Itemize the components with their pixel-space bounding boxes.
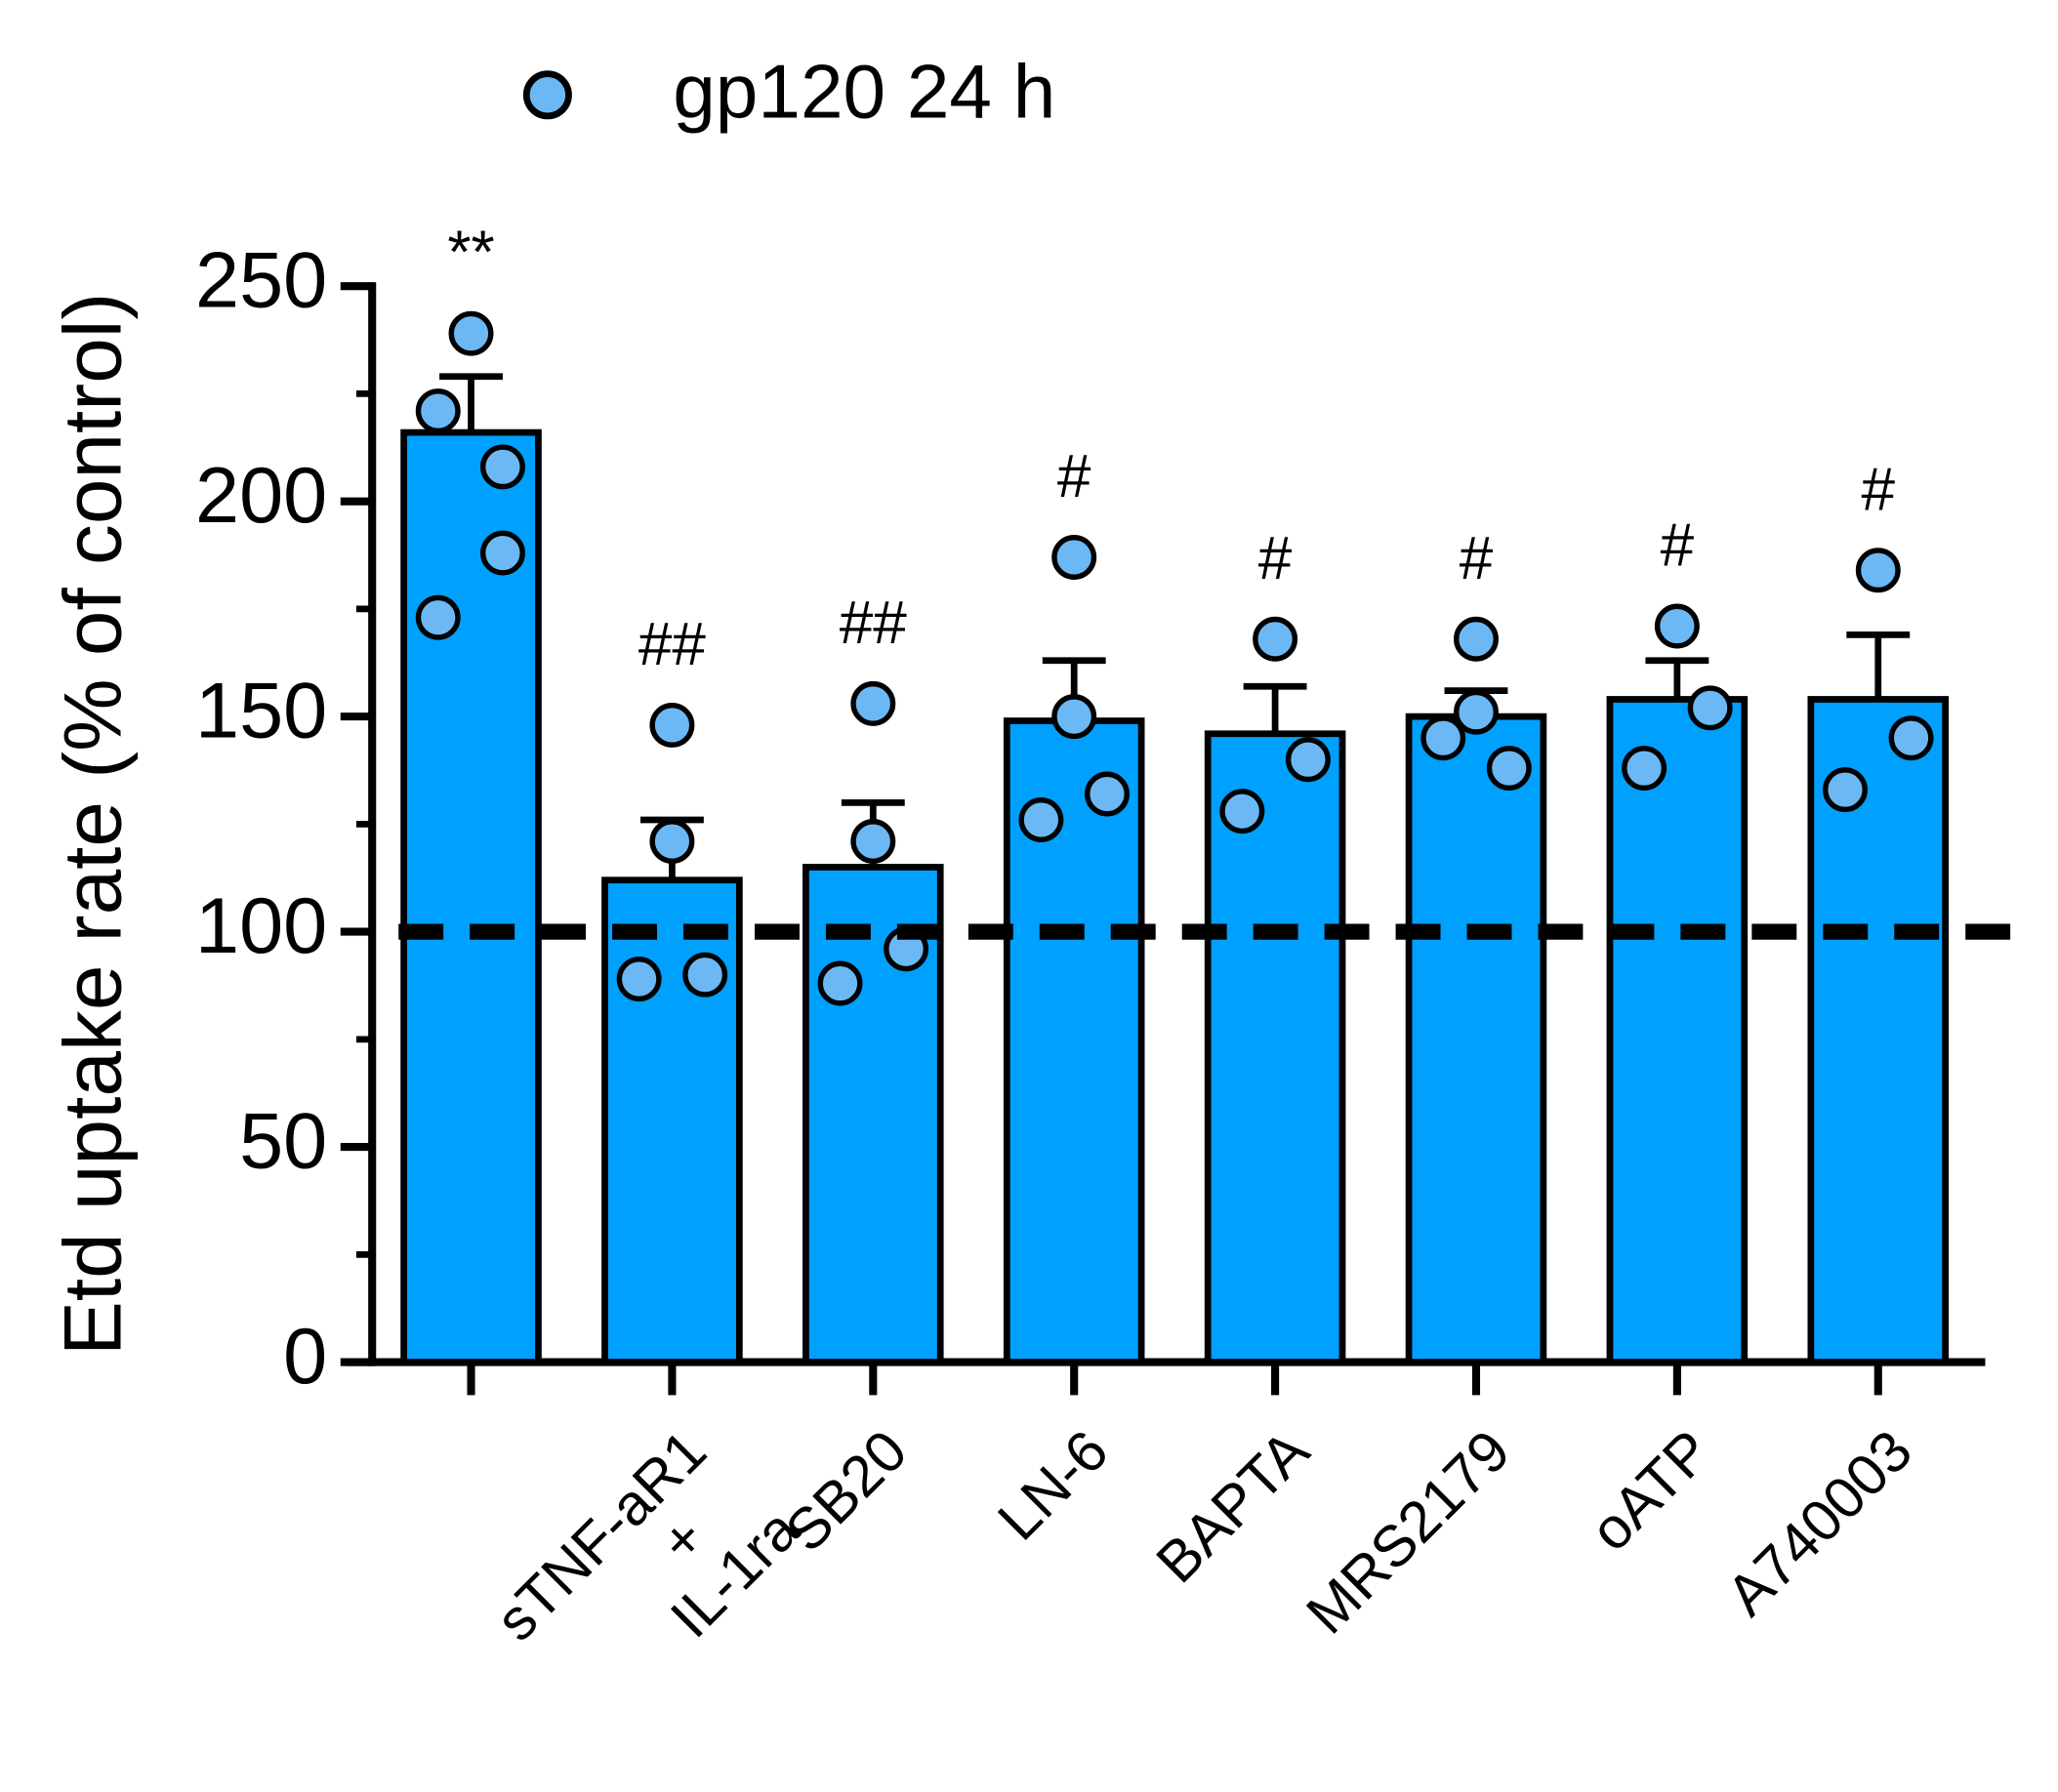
x-tick-label: MRS2179 [1294, 1417, 1522, 1646]
x-tick-label: A740003 [1713, 1417, 1924, 1628]
y-tick-label: 250 [195, 237, 327, 325]
data-point [1285, 737, 1331, 783]
y-tick-label: 200 [195, 452, 327, 540]
data-point [1486, 746, 1532, 792]
bar [1204, 730, 1346, 1365]
data-point [415, 388, 461, 434]
data-point [1823, 767, 1868, 813]
significance-label: ## [638, 611, 707, 678]
data-point [1687, 685, 1733, 731]
y-tick-label: 0 [283, 1313, 327, 1401]
data-point [649, 702, 695, 748]
significance-label: # [1057, 443, 1091, 510]
significance-label: # [1661, 512, 1695, 580]
bar [1405, 713, 1547, 1365]
significance-label: # [1460, 525, 1494, 592]
data-point [682, 952, 728, 998]
data-point [616, 957, 662, 1002]
data-point [1622, 746, 1667, 792]
data-point [1219, 789, 1265, 835]
bar [601, 876, 743, 1365]
y-tick-label: 50 [239, 1098, 327, 1186]
data-point [1085, 771, 1130, 817]
data-point [1888, 715, 1934, 761]
data-point [479, 444, 525, 490]
bar [1807, 696, 1950, 1365]
y-axis-label: Etd uptake rate (% of control) [47, 293, 139, 1356]
data-point [850, 680, 896, 726]
legend-marker [522, 70, 572, 120]
y-tick-label: 100 [195, 882, 327, 970]
data-point [1051, 694, 1097, 740]
data-point [1454, 689, 1499, 735]
data-point [817, 960, 863, 1006]
data-point [850, 819, 896, 864]
data-point [448, 310, 494, 356]
data-point [479, 530, 525, 576]
data-point [1420, 715, 1466, 761]
x-tick-label: oATP [1578, 1417, 1723, 1563]
data-point [1855, 548, 1901, 593]
data-point [1253, 616, 1298, 662]
x-tick-label: sTNF-aR1+IL-1ra [483, 1409, 812, 1738]
data-point [1454, 616, 1499, 662]
legend-label: gp120 24 h [673, 49, 1055, 135]
data-point [415, 594, 461, 640]
significance-label: ## [840, 590, 908, 657]
bar [400, 428, 542, 1365]
x-tick-label: BAPTA [1143, 1417, 1321, 1595]
y-tick-label: 150 [195, 668, 327, 755]
data-point [1654, 603, 1700, 649]
significance-label: # [1258, 525, 1293, 592]
data-point [1018, 796, 1064, 842]
data-point [649, 819, 695, 864]
x-tick-label: LN-6 [985, 1417, 1120, 1552]
significance-label: ** [447, 220, 494, 287]
data-point [1051, 535, 1097, 580]
bar [1606, 696, 1749, 1365]
significance-label: # [1861, 456, 1895, 523]
